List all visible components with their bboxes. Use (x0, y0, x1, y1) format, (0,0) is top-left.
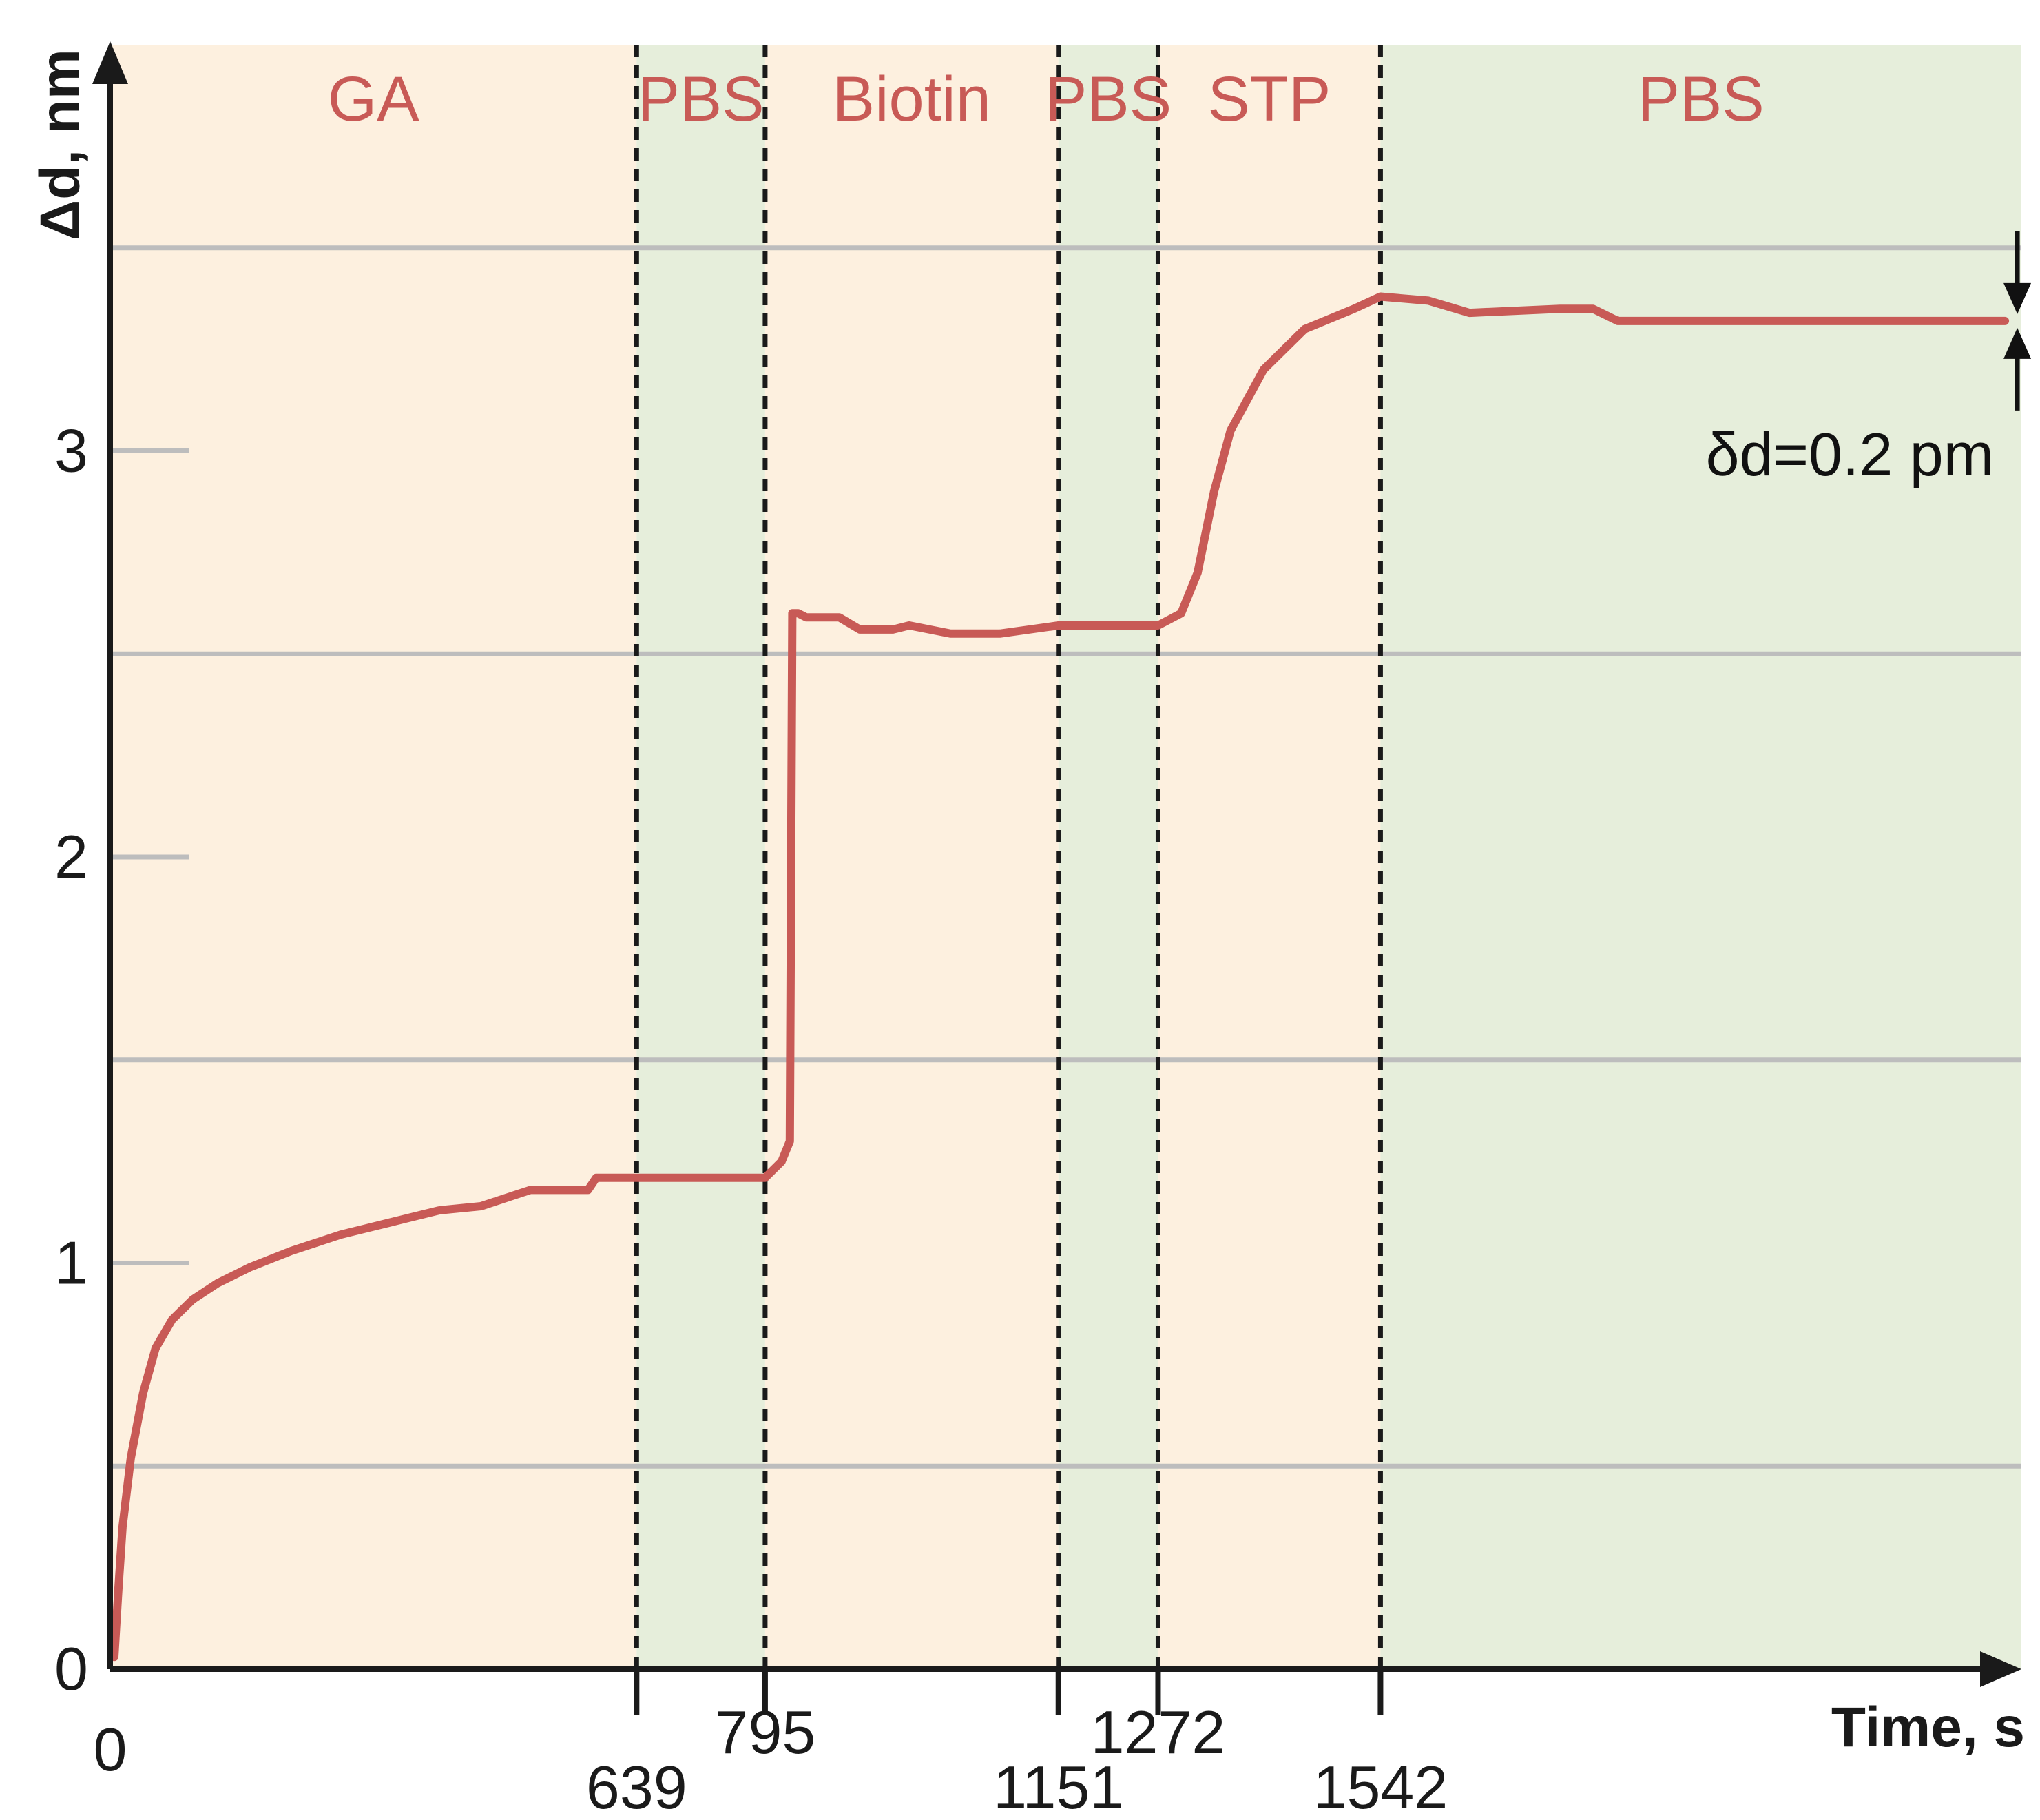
x-axis-title: Time, s (1831, 1696, 2025, 1759)
y-axis-arrow (92, 41, 128, 84)
phase-backgrounds (110, 45, 2021, 1669)
phase-bg-2 (764, 45, 1059, 1669)
phase-label-1: PBS (638, 64, 764, 134)
y-axis-title: Δd, nm (29, 49, 92, 240)
phase-bg-1 (636, 45, 765, 1669)
phase-dividers (634, 45, 1383, 1669)
phase-bg-4 (1158, 45, 1381, 1669)
annot-arrow-up-head (2003, 327, 2032, 359)
phase-label-2: Biotin (833, 64, 991, 134)
phase-bg-3 (1058, 45, 1158, 1669)
delta-annotation (2003, 231, 2032, 411)
phase-label-3: PBS (1045, 64, 1172, 134)
x-tick-label-2: 795 (715, 1698, 816, 1766)
phase-bg-0 (110, 45, 637, 1669)
y-tick-label-3: 3 (54, 417, 88, 485)
series-line-0 (110, 292, 2010, 1662)
y-tick-label-2: 2 (54, 823, 88, 891)
annot-arrow-down-head (2003, 282, 2032, 314)
phase-bg-5 (1380, 45, 2021, 1669)
x-tick-label-0: 0 (94, 1715, 127, 1783)
data-series (110, 292, 2010, 1662)
phase-label-5: PBS (1638, 64, 1765, 134)
x-tick-label-5: 1542 (1313, 1753, 1448, 1820)
gridlines (110, 245, 2021, 1469)
phase-label-4: STP (1207, 64, 1331, 134)
annotation-label: δd=0.2 pm (1706, 420, 1994, 488)
x-tick-label-4: 1272 (1091, 1698, 1226, 1766)
x-axis-arrow (1980, 1651, 2021, 1687)
axes (92, 41, 2021, 1715)
x-tick-label-1: 639 (586, 1753, 687, 1820)
phase-label-0: GA (328, 64, 420, 134)
y-tick-label-0: 0 (54, 1635, 88, 1703)
phase-labels: GA PBS Biotin PBS STP PBS (328, 64, 1765, 134)
y-tick-label-1: 1 (54, 1229, 88, 1297)
x-tick-label-3: 1151 (993, 1753, 1123, 1820)
